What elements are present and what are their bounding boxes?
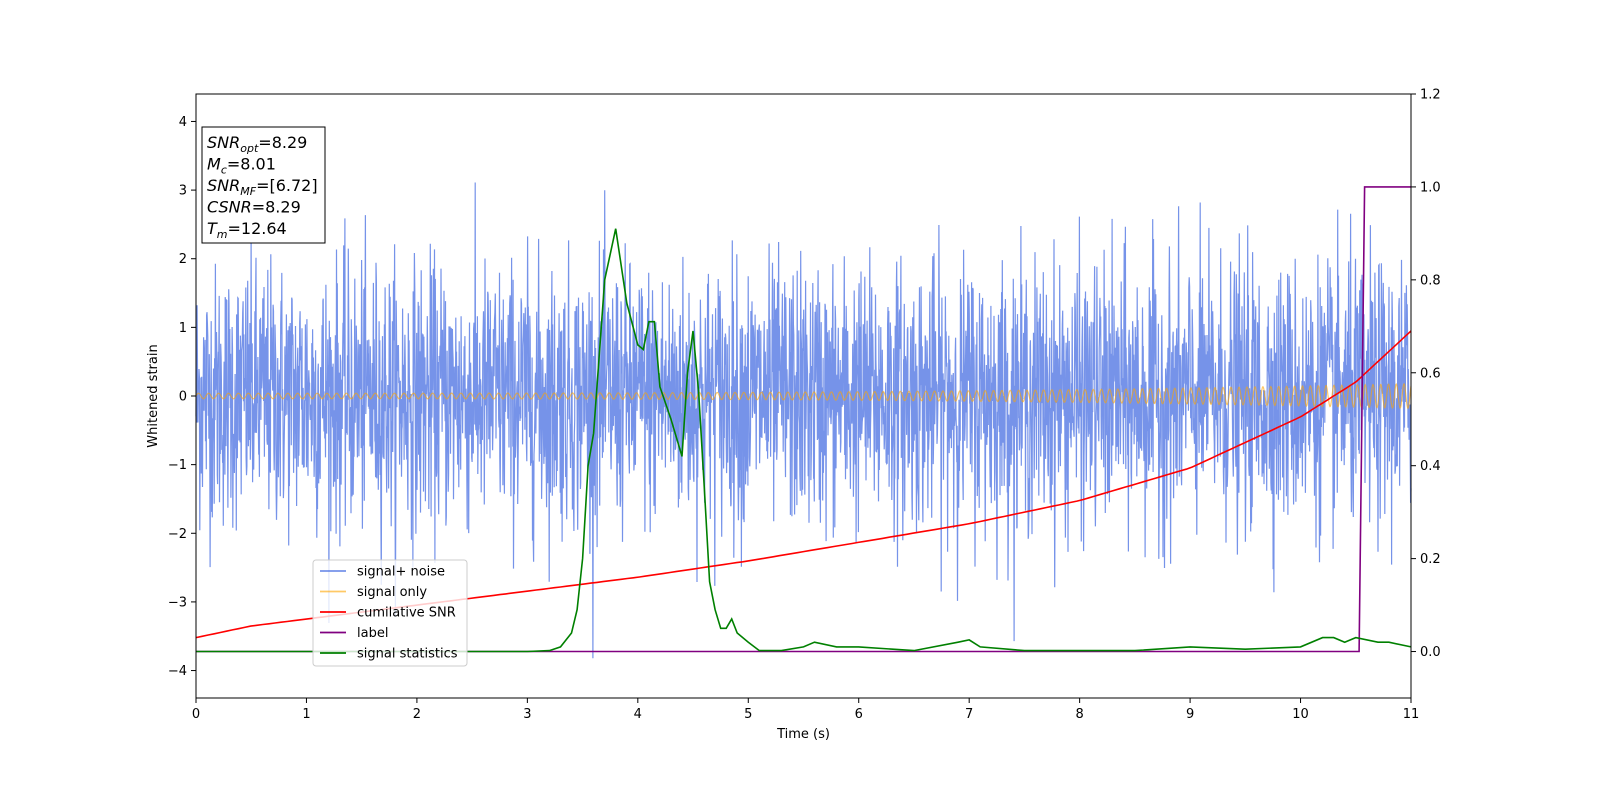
y2-tick-label: 0.2	[1420, 552, 1441, 567]
signal-noise-line	[195, 182, 1412, 659]
legend-signal-statistics-label: signal statistics	[357, 647, 458, 662]
signal-statistics-line	[196, 228, 1412, 653]
info-value: =[6.72]	[256, 176, 318, 195]
y-tick-label: 4	[179, 115, 187, 130]
info-line: SNRMF=[6.72]	[207, 176, 318, 198]
info-var: M	[207, 155, 221, 174]
legend-label-label: label	[357, 626, 388, 641]
info-sub: c	[221, 164, 227, 177]
y-axis-left: −4 −3 −2 −1 0 1 2 3 4	[168, 115, 196, 679]
info-value: =8.29	[252, 198, 301, 217]
y-tick-label: −3	[168, 595, 187, 610]
info-line: Tm=12.64	[207, 219, 287, 241]
y-tick-label: 2	[179, 252, 187, 267]
y-tick-label: 3	[179, 184, 187, 199]
x-tick-label: 0	[192, 707, 200, 722]
x-axis-label: Time (s)	[776, 727, 830, 742]
x-tick-label: 4	[634, 707, 642, 722]
legend-cumulative-snr-label: cumilative SNR	[357, 606, 456, 621]
info-var: SNR	[207, 176, 240, 195]
y-tick-label: −4	[168, 664, 187, 679]
info-sub: opt	[240, 142, 259, 155]
y2-tick-label: 1.2	[1420, 88, 1441, 103]
info-value: =12.64	[228, 219, 287, 238]
info-sub: MF	[240, 185, 256, 198]
y-axis-right: 0.0 0.2 0.4 0.6 0.8 1.0 1.2	[1411, 88, 1441, 660]
x-tick-label: 3	[523, 707, 531, 722]
x-axis: 0 1 2 3 4 5 6 7 8 9 10 11	[192, 698, 1419, 722]
info-sub: m	[217, 228, 228, 241]
info-var: T	[207, 219, 218, 238]
info-value: =8.01	[227, 155, 276, 174]
legend-signal-noise-label: signal+ noise	[357, 565, 445, 580]
y-tick-label: 1	[179, 321, 187, 336]
x-tick-label: 5	[744, 707, 752, 722]
info-line: CSNR=8.29	[207, 198, 301, 217]
info-line: SNRopt=8.29	[207, 133, 307, 155]
signal-noise-series	[195, 182, 1412, 659]
label-line	[196, 186, 1411, 653]
x-tick-label: 11	[1403, 707, 1420, 722]
x-tick-label: 1	[302, 707, 310, 722]
y2-tick-label: 0.0	[1420, 645, 1441, 660]
y-axis-label: Whitened strain	[146, 344, 161, 447]
info-var: CSNR	[207, 198, 252, 217]
y-tick-label: −1	[168, 458, 187, 473]
y-tick-label: −2	[168, 527, 187, 542]
info-box-frame	[201, 126, 326, 244]
y-tick-label: 0	[179, 390, 187, 405]
signal-only-series	[195, 382, 1412, 409]
info-line: Mc=8.01	[207, 155, 276, 177]
info-value: =8.29	[258, 133, 307, 152]
y2-tick-label: 0.4	[1420, 459, 1441, 474]
x-tick-label: 6	[855, 707, 863, 722]
x-tick-label: 2	[413, 707, 421, 722]
x-tick-label: 8	[1075, 707, 1083, 722]
legend-frame	[312, 559, 468, 667]
info-box: SNRopt=8.29Mc=8.01SNRMF=[6.72]CSNR=8.29T…	[201, 126, 326, 244]
y2-tick-label: 0.8	[1420, 273, 1441, 288]
x-tick-label: 9	[1186, 707, 1194, 722]
signal-only-line	[195, 382, 1412, 409]
legend: signal+ noise signal only cumilative SNR la…	[312, 559, 468, 667]
x-tick-label: 10	[1292, 707, 1309, 722]
x-tick-label: 7	[965, 707, 973, 722]
legend-signal-only-label: signal only	[357, 585, 427, 600]
info-var: SNR	[207, 133, 240, 152]
y2-tick-label: 1.0	[1420, 180, 1441, 195]
y2-tick-label: 0.6	[1420, 366, 1441, 381]
